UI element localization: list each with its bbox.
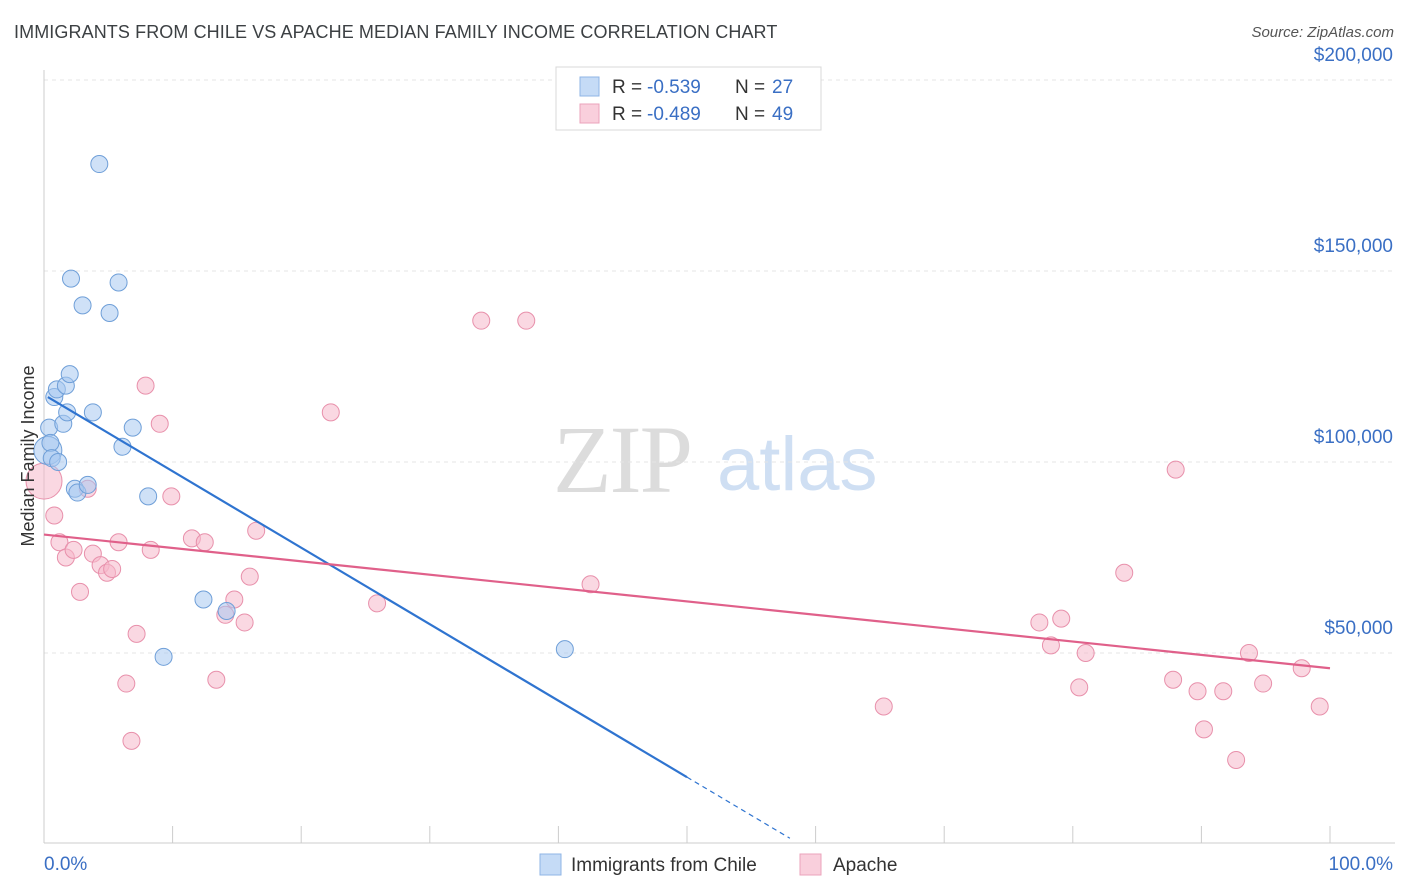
legend-r-value: -0.539 [647,77,701,98]
source-label: Source: ZipAtlas.com [1251,24,1394,41]
data-point [194,590,213,609]
data-point [235,613,254,632]
data-point [1164,670,1183,689]
data-point [240,567,259,586]
x-tick-labels: 0.0% 100.0% [44,854,1393,875]
trend-lines [43,396,1331,839]
legend-r-label: R = [612,104,642,125]
data-point [122,731,141,750]
data-point [1214,682,1233,701]
legend-r-label: R = [612,77,642,98]
data-point [1041,636,1060,655]
y-tick-label: $150,000 [1314,236,1393,257]
data-point [195,533,214,552]
data-point [90,155,109,174]
data-point [1188,682,1207,701]
data-point [78,475,97,494]
data-point [555,640,574,659]
data-point [49,453,68,471]
y-tick-label: $100,000 [1314,427,1393,448]
data-point [1194,720,1213,739]
legend-n-label: N = [735,77,765,98]
data-point [162,487,181,506]
data-point [141,540,160,559]
x-tick-label: 0.0% [44,854,87,875]
data-point [139,487,158,506]
watermark-zip: ZIP [553,406,691,513]
data-point [50,533,69,552]
data-point [123,418,142,437]
watermark-atlas: atlas [717,422,878,507]
data-point [247,521,266,540]
y-axis-label: Median Family Income [18,365,38,546]
data-point [103,559,122,578]
apache-trend-line [43,533,1331,670]
data-point [472,311,491,330]
data-point [1239,644,1258,662]
data-point [62,269,81,288]
apache-points [25,311,1329,769]
legend-n-value: 49 [772,104,793,125]
chile-trend-line [47,396,688,779]
gridlines [44,79,1395,654]
legend-swatch-apache [579,103,600,124]
data-point [83,403,102,422]
data-point [100,304,119,323]
data-point [517,311,536,330]
data-point [1076,644,1095,662]
data-point [127,624,146,643]
data-point [154,647,173,666]
legend-label-apache: Apache [833,855,897,876]
x-tick-label: 100.0% [1329,854,1394,875]
legend-swatch-apache [799,853,822,876]
data-point [136,376,155,395]
data-point [60,365,79,384]
data-point [41,433,60,452]
data-point [64,540,83,559]
data-point [1115,563,1134,582]
chart-title: IMMIGRANTS FROM CHILE VS APACHE MEDIAN F… [14,22,778,42]
data-point [368,594,387,613]
legend-n-value: 27 [772,77,793,98]
data-point [1292,659,1311,678]
data-point [1166,460,1185,479]
legend-swatch-chile [539,853,562,876]
data-point [207,670,226,689]
data-point [71,582,90,601]
legend-swatch-chile [579,76,600,97]
y-tick-labels: $50,000 $100,000 $150,000 $200,000 [1314,45,1393,639]
data-point [150,414,169,433]
data-point [109,273,128,292]
data-point [1254,674,1273,693]
y-tick-label: $200,000 [1314,45,1393,66]
data-point [1030,613,1049,632]
series-legend: Immigrants from Chile Apache [539,853,897,876]
legend-n-label: N = [735,104,765,125]
data-point [874,697,893,716]
data-point [1052,609,1071,628]
chile-trend-extension [686,776,791,839]
data-point [45,506,64,525]
data-point [73,296,92,315]
data-point [1227,750,1246,769]
data-point [1310,697,1329,716]
data-point [1070,678,1089,697]
correlation-legend: R = -0.539 N = 27 R = -0.489 N = 49 [555,66,822,131]
data-point [581,575,600,594]
legend-label-chile: Immigrants from Chile [571,855,757,876]
legend-r-value: -0.489 [647,104,701,125]
data-point [321,403,340,422]
data-point [217,601,236,620]
y-tick-label: $50,000 [1324,618,1393,639]
chile-points [33,155,574,666]
data-point [117,674,136,693]
